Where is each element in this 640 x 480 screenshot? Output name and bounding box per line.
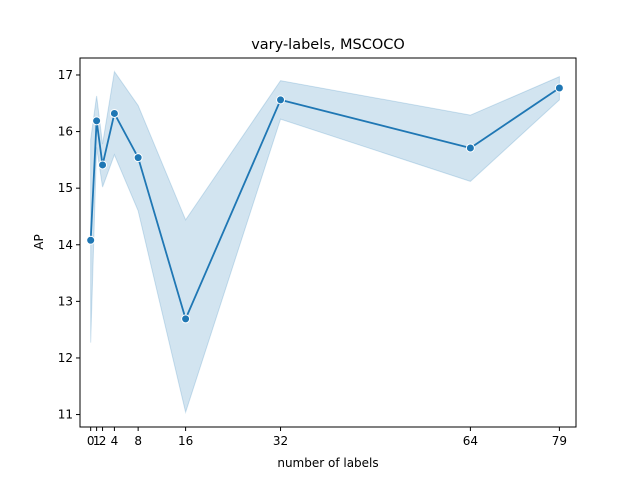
x-tick-label: 64 xyxy=(463,434,478,448)
plot-area xyxy=(86,70,564,415)
data-point xyxy=(554,83,564,93)
y-tick-label: 12 xyxy=(58,351,73,365)
x-tick-label: 4 xyxy=(111,434,119,448)
y-tick-label: 15 xyxy=(58,181,73,195)
data-point xyxy=(109,108,119,118)
data-point xyxy=(465,143,475,153)
x-tick-label: 1 xyxy=(93,434,101,448)
x-tick-label: 2 xyxy=(99,434,107,448)
data-point xyxy=(276,95,286,105)
x-tick-label: 8 xyxy=(134,434,142,448)
x-tick-label: 0 xyxy=(87,434,95,448)
data-point xyxy=(133,153,143,163)
chart-title: vary-labels, MSCOCO xyxy=(251,37,405,53)
y-tick-label: 17 xyxy=(58,68,73,82)
x-axis-label: number of labels xyxy=(277,456,378,470)
x-tick-label: 32 xyxy=(273,434,288,448)
y-tick-label: 13 xyxy=(58,294,73,308)
x-tick-label: 16 xyxy=(178,434,193,448)
data-point xyxy=(86,235,96,245)
confidence-band xyxy=(90,70,560,415)
y-tick-label: 11 xyxy=(58,408,73,422)
axes-frame xyxy=(79,57,577,428)
y-tick-label: 16 xyxy=(58,125,73,139)
x-tick-label: 79 xyxy=(552,434,567,448)
y-axis-label: AP xyxy=(32,234,46,249)
data-point xyxy=(98,160,108,170)
y-tick-label: 14 xyxy=(58,238,73,252)
data-point xyxy=(181,314,191,324)
data-point xyxy=(92,116,102,126)
